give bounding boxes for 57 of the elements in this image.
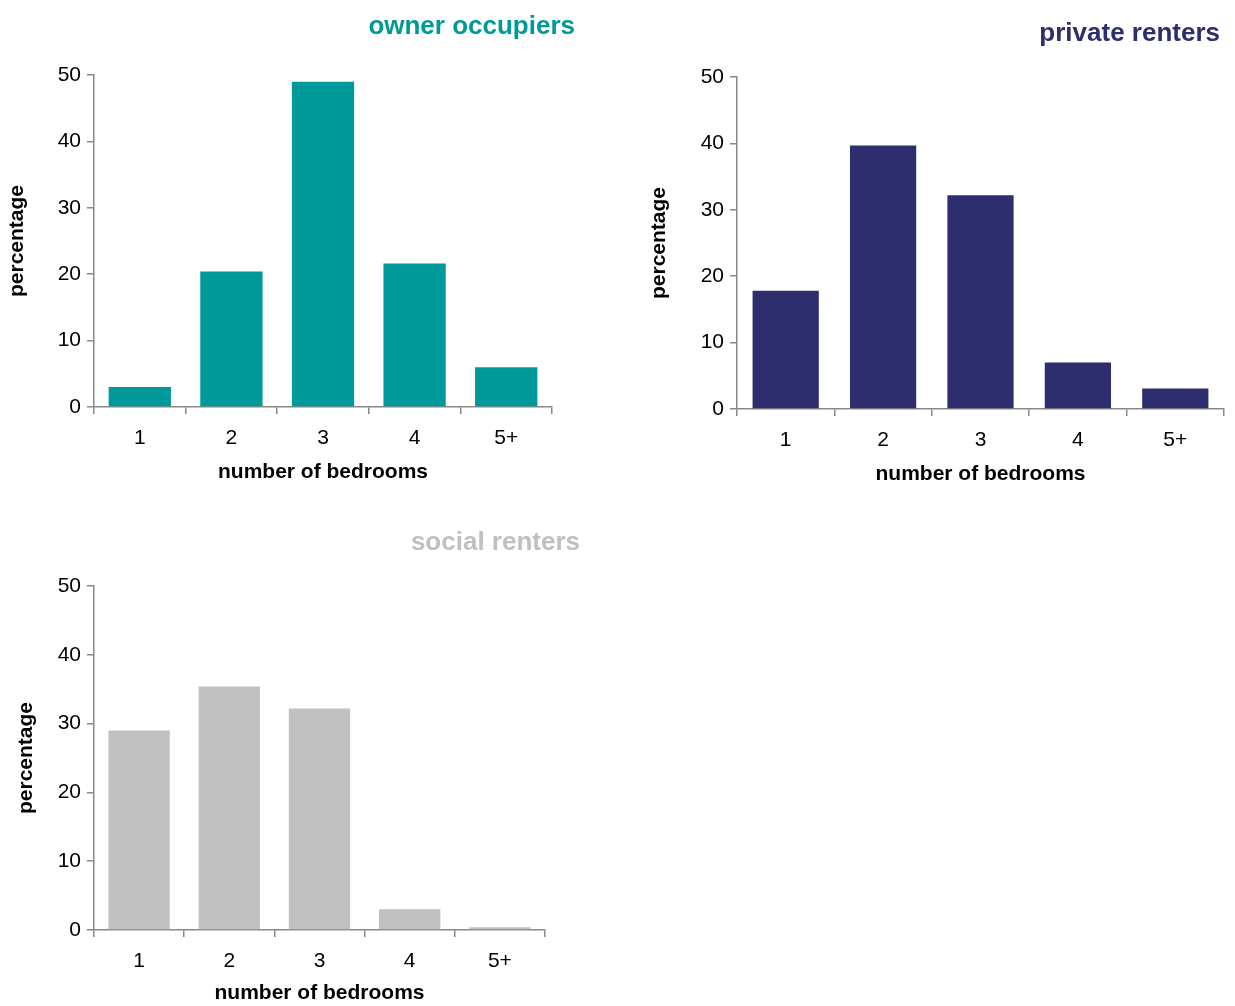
y-tick-label: 10 bbox=[57, 327, 81, 351]
y-tick-label: 50 bbox=[700, 63, 724, 87]
x-tick-label: 3 bbox=[974, 427, 987, 451]
bar bbox=[288, 708, 351, 930]
y-tick-label: 10 bbox=[57, 848, 81, 871]
x-tick-label: 1 bbox=[779, 427, 792, 451]
x-tick-label: 2 bbox=[223, 948, 236, 972]
x-tick-label: 2 bbox=[225, 425, 238, 449]
x-tick-label: 5+ bbox=[494, 425, 519, 449]
bar bbox=[752, 290, 819, 409]
x-tick-label: 4 bbox=[1072, 427, 1085, 451]
bar bbox=[291, 81, 355, 407]
x-tick-label: 2 bbox=[877, 427, 889, 451]
y-tick-label: 10 bbox=[700, 329, 724, 353]
bar bbox=[475, 367, 538, 407]
y-tick-label: 0 bbox=[69, 916, 81, 940]
bar bbox=[198, 686, 260, 930]
bar bbox=[200, 271, 263, 407]
y-tick-label: 50 bbox=[57, 572, 81, 596]
chart-title: social renters bbox=[410, 526, 580, 556]
y-tick-label: 40 bbox=[57, 641, 81, 665]
bar bbox=[379, 909, 441, 930]
bar bbox=[947, 195, 1014, 409]
y-tick-label: 30 bbox=[57, 194, 81, 218]
chart-title: private renters bbox=[1039, 17, 1220, 47]
bar bbox=[1142, 388, 1209, 409]
y-axis-title: percentage bbox=[646, 186, 670, 300]
bar bbox=[108, 387, 171, 407]
bar bbox=[383, 263, 446, 407]
y-tick-label: 50 bbox=[57, 61, 81, 85]
bar bbox=[469, 927, 531, 930]
bar bbox=[849, 145, 917, 409]
x-tick-label: 3 bbox=[317, 425, 329, 449]
y-tick-label: 20 bbox=[57, 261, 81, 284]
x-axis-title: number of bedrooms bbox=[217, 459, 429, 483]
bar bbox=[108, 730, 170, 930]
x-tick-label: 3 bbox=[313, 948, 326, 972]
chart-title: owner occupiers bbox=[368, 10, 575, 40]
y-tick-label: 30 bbox=[700, 196, 724, 220]
y-tick-label: 0 bbox=[69, 393, 81, 417]
y-axis-title: percentage bbox=[4, 184, 28, 298]
x-tick-label: 1 bbox=[133, 948, 145, 972]
y-tick-label: 0 bbox=[712, 395, 724, 419]
x-axis-title: number of bedrooms bbox=[875, 461, 1086, 485]
x-tick-label: 5+ bbox=[487, 948, 512, 972]
x-tick-label: 4 bbox=[408, 425, 421, 449]
y-tick-label: 40 bbox=[700, 130, 724, 154]
x-tick-label: 1 bbox=[133, 425, 146, 449]
y-tick-label: 30 bbox=[57, 710, 81, 734]
y-tick-label: 20 bbox=[700, 263, 724, 286]
y-axis-title: percentage bbox=[13, 701, 37, 815]
y-tick-label: 20 bbox=[57, 779, 81, 803]
x-tick-label: 5+ bbox=[1163, 427, 1188, 451]
bar bbox=[1044, 362, 1112, 409]
y-tick-label: 40 bbox=[57, 128, 81, 152]
x-tick-label: 4 bbox=[403, 948, 416, 972]
x-axis-title: number of bedrooms bbox=[214, 980, 425, 1004]
